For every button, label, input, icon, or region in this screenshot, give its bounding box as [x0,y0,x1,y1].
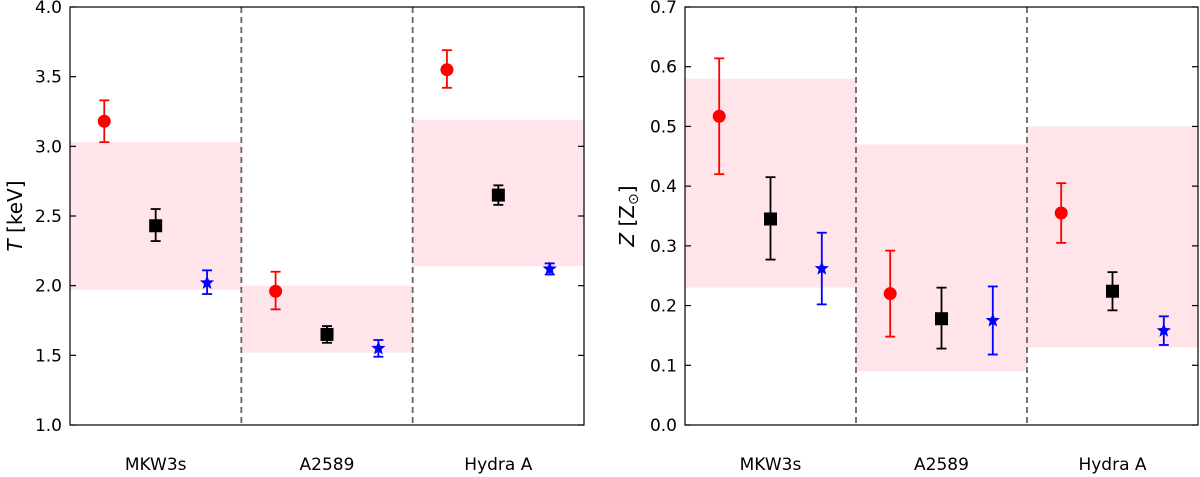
metallicity-ytick-label: 0.6 [650,58,677,78]
metallicity-red-circle-mkw3s-marker [712,109,726,123]
metallicity-ytick-label: 0.1 [650,356,677,376]
temperature-blue-star-a2589-marker [371,340,386,355]
metallicity-ytick-label: 0.4 [650,177,677,197]
temperature-ytick-label: 2.0 [35,277,62,297]
temperature-panel: 1.01.52.02.53.03.54.0 MKW3s A2589 Hydra A … [3,0,585,475]
temperature-ytick-label: 1.5 [35,346,62,366]
metallicity-black-square-a2589-marker [935,312,948,326]
temperature-category-labels: MKW3s A2589 Hydra A [125,455,533,475]
temperature-dividers [240,7,414,425]
temperature-black-square-mkw3s-marker [149,219,163,233]
metallicity-ytick-label: 0.2 [650,297,677,317]
temperature-ytick-label: 1.0 [35,416,62,436]
metallicity-blue-star-a2589-marker [985,313,1000,327]
metallicity-category-label: A2589 [914,455,969,475]
metallicity-ytick-label: 0.3 [650,237,677,257]
metallicity-panel: 0.0 0.1 0.2 0.3 0.4 0.5 0.6 0.7 MKW3s A2589 Hydra… [615,0,1199,475]
temperature-bands [70,119,584,353]
temperature-points [97,49,557,358]
metallicity-band-hydra-a [1027,126,1198,348]
temperature-y-axis-label: T [keV] [3,180,27,251]
temperature-ytick-label: 3.0 [35,137,62,157]
temperature-category-label: A2589 [300,455,355,475]
temperature-ytick-label: 3.5 [35,68,62,88]
metallicity-red-circle-hydra-a-marker [1054,206,1068,220]
metallicity-category-labels: MKW3s A2589 Hydra A [740,455,1147,475]
metallicity-blue-star-mkw3s-marker [814,261,829,275]
temperature-category-label: MKW3s [125,455,187,475]
metallicity-red-circle-a2589-marker [883,287,897,301]
metallicity-points [712,57,1171,356]
metallicity-category-label: MKW3s [740,455,802,475]
metallicity-ytick-label: 0.5 [650,117,677,137]
temperature-black-square-hydra-a-marker [491,188,505,202]
temperature-category-label: Hydra A [464,455,532,475]
temperature-ytick-label: 4.0 [35,0,62,18]
temperature-ticks: 1.0 1.5 2.0 2.5 3.0 3.5 4.0 [35,0,584,436]
temperature-black-square-a2589-marker [320,327,334,341]
temperature-red-circle-hydra-a-marker [440,63,454,77]
metallicity-axes-frame [684,6,1199,426]
metallicity-ytick-label: 0.0 [650,416,677,436]
metallicity-black-square-mkw3s-marker [764,212,777,226]
temperature-blue-star-hydra-a-marker [542,261,557,276]
metallicity-ytick-label: 0.7 [650,0,677,18]
metallicity-ticks: 0.0 0.1 0.2 0.3 0.4 0.5 0.6 0.7 [650,0,1198,436]
metallicity-category-label: Hydra A [1078,455,1146,475]
metallicity-blue-star-hydra-a-marker [1156,323,1171,337]
metallicity-y-axis-label: Z [Z⊙] [615,185,642,247]
temperature-red-circle-a2589-marker [269,284,283,298]
temperature-red-circle-mkw3s-marker [97,114,111,128]
metallicity-black-square-hydra-a-marker [1106,284,1119,298]
temperature-ytick-label: 2.5 [35,207,62,227]
temperature-blue-star-mkw3s-marker [199,275,215,289]
